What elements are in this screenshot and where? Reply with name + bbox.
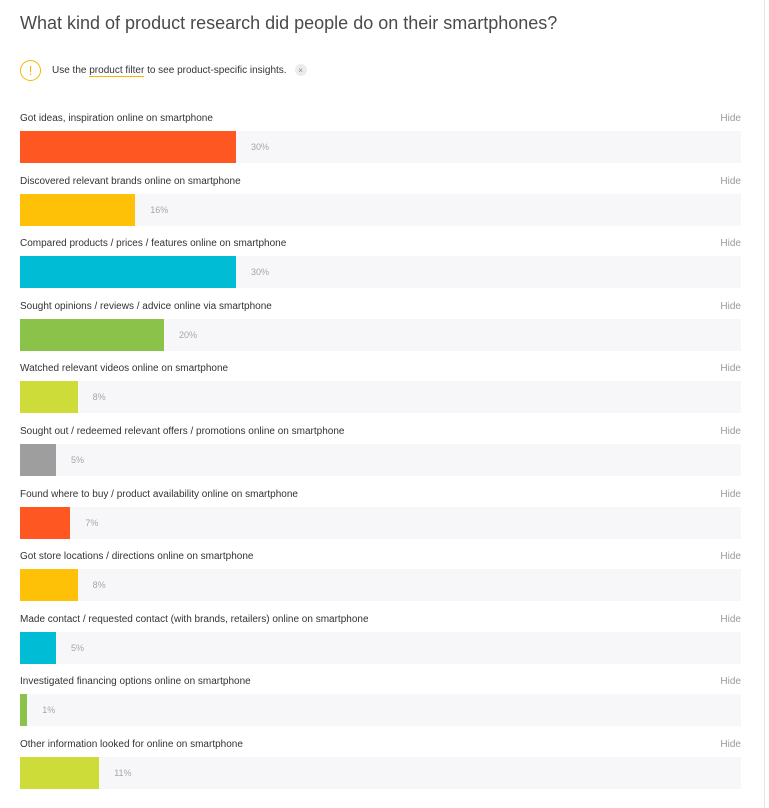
- bar-value-label: 16%: [150, 204, 169, 215]
- hide-link[interactable]: Hide: [720, 676, 741, 688]
- bar-track: 7%: [20, 506, 741, 539]
- close-icon[interactable]: ×: [294, 64, 307, 76]
- bar: [20, 694, 28, 727]
- hide-link[interactable]: Hide: [720, 113, 741, 124]
- bar-track: 8%: [20, 569, 741, 602]
- bar: [20, 506, 71, 539]
- notice-text: Use the product filter to see product-sp…: [52, 64, 287, 77]
- bar: [20, 443, 56, 476]
- bar-row: Sought opinions / reviews / advice onlin…: [20, 299, 741, 362]
- bar-row: Sought out / redeemed relevant offers / …: [20, 424, 741, 487]
- bar-track: 5%: [20, 631, 741, 664]
- bar-row: Got ideas, inspiration online on smartph…: [20, 111, 741, 174]
- bar-value-label: 5%: [71, 454, 85, 465]
- panel-right-border: [764, 0, 765, 808]
- hide-link[interactable]: Hide: [720, 488, 741, 500]
- bar: [20, 381, 78, 414]
- bar-label: Found where to buy / product availabilit…: [20, 488, 298, 500]
- bar-value-label: 7%: [85, 517, 99, 528]
- bar-value-label: 30%: [251, 267, 270, 278]
- bar-track: 30%: [20, 256, 741, 289]
- bar-label: Got store locations / directions online …: [20, 551, 254, 563]
- notice-text-after: to see product-specific insights.: [147, 64, 287, 76]
- bar: [20, 756, 100, 789]
- bar-value-label: 1%: [42, 705, 56, 716]
- hide-link[interactable]: Hide: [720, 300, 741, 312]
- bar-row: Got store locations / directions online …: [20, 549, 741, 612]
- bar: [20, 569, 78, 602]
- bar-label: Compared products / prices / features on…: [20, 238, 287, 250]
- bar: [20, 318, 164, 351]
- bar-row: Found where to buy / product availabilit…: [20, 487, 741, 550]
- bar-row: Discovered relevant brands online on sma…: [20, 174, 741, 237]
- bar-label: Sought out / redeemed relevant offers / …: [20, 425, 345, 437]
- bar-value-label: 5%: [71, 642, 85, 653]
- hide-link[interactable]: Hide: [720, 613, 741, 625]
- bar: [20, 256, 236, 289]
- chart-title: What kind of product research did people…: [20, 13, 558, 33]
- bar-row: Watched relevant videos online on smartp…: [20, 361, 741, 424]
- bar-row: Investigated financing options online on…: [20, 674, 741, 737]
- hide-link[interactable]: Hide: [720, 425, 741, 437]
- bar: [20, 631, 56, 664]
- bar: [20, 131, 236, 163]
- bar-value-label: 8%: [92, 580, 106, 591]
- bar-label: Got ideas, inspiration online on smartph…: [20, 113, 213, 124]
- bar-row: Other information looked for online on s…: [20, 737, 741, 800]
- bar-row: Made contact / requested contact (with b…: [20, 612, 741, 675]
- bar-track: 30%: [20, 131, 741, 163]
- hide-link[interactable]: Hide: [720, 175, 741, 187]
- bar-label: Made contact / requested contact (with b…: [20, 613, 369, 625]
- bar-track: 5%: [20, 443, 741, 476]
- bar-track: 8%: [20, 381, 741, 414]
- notice-text-before: Use the: [52, 64, 87, 76]
- bar-track: 1%: [20, 694, 741, 727]
- bar-chart: Got ideas, inspiration online on smartph…: [20, 111, 741, 800]
- bar-label: Watched relevant videos online on smartp…: [20, 363, 229, 375]
- exclamation-icon: !: [20, 59, 41, 81]
- product-filter-link[interactable]: product filter: [89, 64, 145, 77]
- bar-track: 20%: [20, 318, 741, 351]
- bar-value-label: 30%: [251, 142, 270, 152]
- bar-label: Sought opinions / reviews / advice onlin…: [20, 300, 272, 312]
- bar-track: 11%: [20, 756, 741, 789]
- bar-row: Compared products / prices / features on…: [20, 236, 741, 299]
- hide-link[interactable]: Hide: [720, 363, 741, 375]
- bar-label: Other information looked for online on s…: [20, 738, 243, 750]
- hide-link[interactable]: Hide: [720, 738, 741, 750]
- bar-value-label: 11%: [114, 767, 132, 778]
- bar-label: Investigated financing options online on…: [20, 676, 251, 688]
- hide-link[interactable]: Hide: [720, 238, 741, 250]
- bar: [20, 193, 136, 226]
- bar-value-label: 20%: [179, 329, 198, 340]
- bar-track: 16%: [20, 193, 741, 226]
- filter-notice: ! Use the product filter to see product-…: [20, 58, 307, 82]
- bar-label: Discovered relevant brands online on sma…: [20, 175, 241, 187]
- bar-value-label: 8%: [92, 392, 106, 403]
- hide-link[interactable]: Hide: [720, 551, 741, 563]
